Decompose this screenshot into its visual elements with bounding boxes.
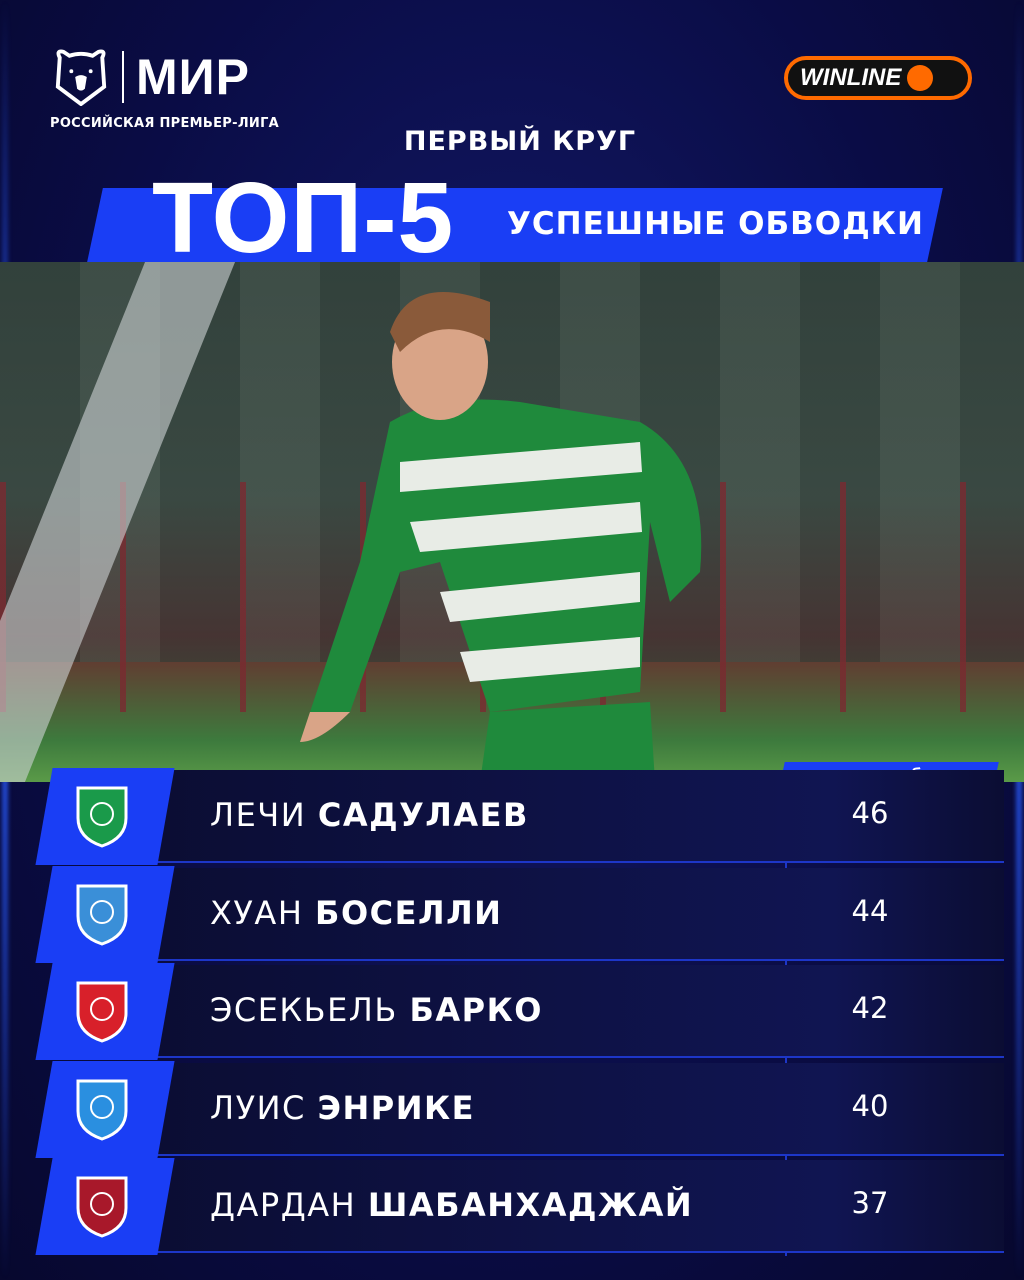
subtitle: УСПЕШНЫЕ ОБВОДКИ (507, 206, 924, 242)
bear-icon (55, 49, 107, 106)
round-label: ПЕРВЫЙ КРУГ (403, 126, 637, 157)
dribbles-value: 46 (851, 796, 889, 830)
akhmat-crest-icon (76, 786, 128, 848)
table-row: ЭСЕКЬЕЛЬ БАРКО 42 (0, 963, 1024, 1060)
row-bar (150, 1062, 1004, 1156)
player-name: ДАРДАН ШАБАНХАДЖАЙ (210, 1186, 694, 1224)
mir-wordmark: МИР (136, 49, 250, 105)
title: ТОП-5 (152, 162, 455, 274)
player-name: ХУАН БОСЕЛЛИ (210, 893, 503, 932)
sponsor-logo: WINLINE (784, 56, 972, 100)
zenit-crest-icon (76, 1079, 128, 1141)
rubin-crest-icon (76, 1176, 128, 1238)
player-name: ЛЕЧИ САДУЛАЕВ (210, 796, 529, 834)
dribbles-value: 44 (851, 893, 889, 928)
row-bar (150, 965, 1004, 1058)
table-row: ЛУИС ЭНРИКЕ 40 (0, 1060, 1024, 1158)
sponsor-dot-icon (907, 65, 934, 91)
player-photo (0, 262, 1024, 782)
table-row: ЛЕЧИ САДУЛАЕВ 46 (0, 768, 1024, 865)
league-name: РОССИЙСКАЯ ПРЕМЬЕР-ЛИГА (50, 116, 280, 131)
table-row: ХУАН БОСЕЛЛИ 44 (0, 865, 1024, 963)
row-bar (150, 770, 1004, 863)
player-name: ЛУИС ЭНРИКЕ (210, 1088, 476, 1127)
spartak-crest-icon (76, 981, 128, 1043)
row-bar (150, 867, 1004, 961)
league-logo: МИР (52, 48, 250, 106)
row-bar (150, 1160, 1004, 1253)
dribbles-value: 37 (851, 1186, 889, 1220)
divider (122, 51, 124, 103)
player-name: ЭСЕКЬЕЛЬ БАРКО (210, 991, 543, 1029)
table-row: ДАРДАН ШАБАНХАДЖАЙ 37 (0, 1158, 1024, 1255)
pari-nn-crest-icon (76, 884, 128, 946)
sponsor-name: WINLINE (800, 64, 902, 91)
player-figure (300, 292, 702, 782)
dribbles-value: 42 (851, 991, 889, 1025)
dribbles-value: 40 (851, 1088, 889, 1123)
